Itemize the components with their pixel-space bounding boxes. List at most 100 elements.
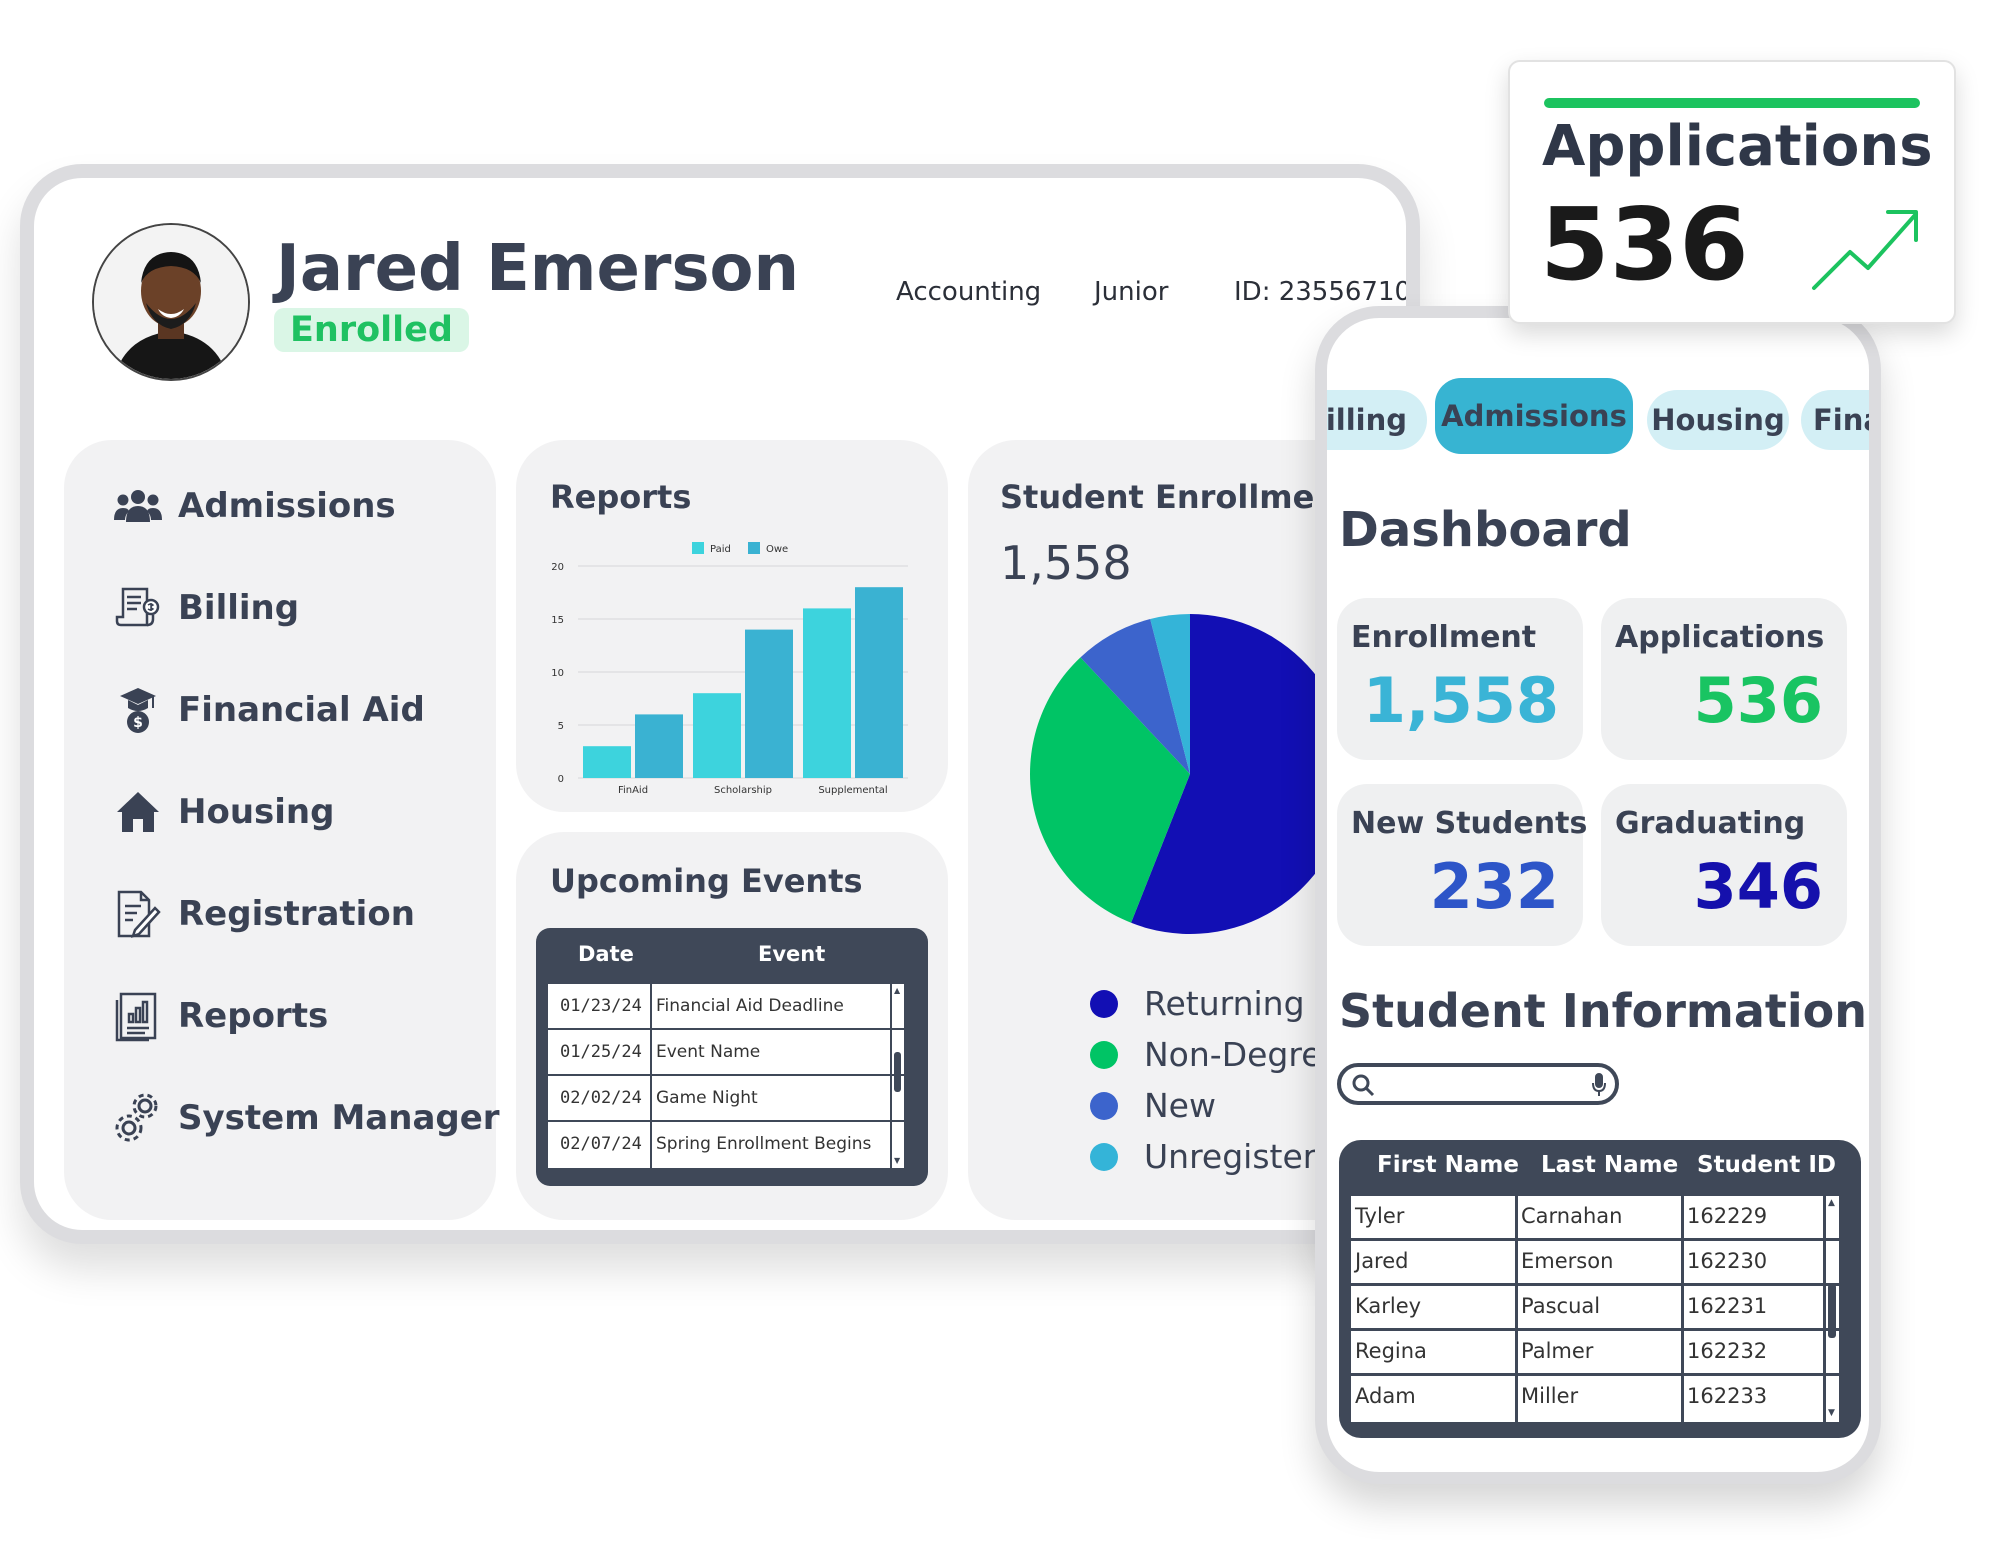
table-row[interactable]: 02/02/24 Game Night [548,1076,904,1122]
table-row[interactable]: Adam Miller 162233 [1351,1376,1839,1421]
stat-label: New Students [1351,806,1588,841]
table-row[interactable]: Tyler Carnahan 162229 [1351,1196,1839,1241]
applications-card[interactable]: Applications 536 [1508,60,1956,324]
scroll-down-icon[interactable]: ▼ [1828,1408,1835,1418]
home-icon [112,788,164,836]
nav-item-system-manager[interactable]: System Manager [112,1090,500,1146]
reports-bar-chart: 0 5 10 15 20 FinAid Scholarship Supplemental Pai… [551,542,908,796]
nav-item-housing[interactable]: Housing [112,784,334,840]
event-date: 02/02/24 [560,1088,642,1108]
phone-frame: Billing Admissions Housing Financial Aid… [1315,306,1881,1484]
y-tick-label: 0 [558,774,564,785]
stat-applications[interactable]: Applications 536 [1601,598,1847,760]
svg-text:$: $ [133,715,143,731]
header-first-name: First Name [1377,1152,1519,1178]
microphone-icon[interactable] [1591,1073,1607,1101]
stat-label: Graduating [1615,806,1806,841]
scroll-up-icon[interactable]: ▲ [1828,1198,1835,1208]
student-name: Jared Emerson [276,232,800,306]
nav-item-registration[interactable]: Registration [112,886,415,942]
header-last-name: Last Name [1541,1152,1679,1178]
enrollment-title: Student Enrollment [1000,478,1353,516]
event-name: Financial Aid Deadline [656,996,844,1016]
events-table-body: 01/23/24 Financial Aid Deadline 01/25/24… [548,984,904,1168]
nav-label-reports: Reports [178,996,329,1036]
tab-admissions[interactable]: Admissions [1435,378,1633,454]
bar-owe [745,629,793,778]
table-row[interactable]: 01/25/24 Event Name [548,1030,904,1076]
events-header-event: Event [758,942,826,966]
legend-swatch [748,542,760,554]
column-divider [1515,1196,1518,1422]
report-chart-icon [112,992,164,1042]
header-student-id: Student ID [1697,1152,1837,1178]
event-date: 01/23/24 [560,996,642,1016]
stat-label: Applications [1615,620,1825,655]
scroll-down-icon[interactable]: ▼ [894,1156,901,1165]
last-name-cell: Palmer [1521,1339,1594,1363]
stat-label: Enrollment [1351,620,1537,655]
stat-enrollment[interactable]: Enrollment 1,558 [1337,598,1583,760]
tab-housing[interactable]: Housing [1647,390,1789,450]
stat-value: 232 [1429,850,1559,923]
desktop-window: Jared Emerson Enrolled Accounting Junior… [20,164,1420,1244]
users-icon [112,482,164,530]
search-input[interactable] [1383,1070,1577,1100]
bar-owe [855,587,903,778]
applications-value: 536 [1540,186,1749,303]
first-name-cell: Tyler [1355,1204,1405,1228]
event-name: Event Name [656,1042,761,1062]
y-tick-label: 15 [551,615,564,626]
tab-label: Housing [1651,403,1785,437]
graduate-money-icon: $ [112,686,164,734]
reports-card: Reports 0 5 10 15 20 FinAid Scholarship Supplem… [516,440,948,812]
legend-dot [1090,1041,1118,1069]
first-name-cell: Regina [1355,1339,1427,1363]
form-pencil-icon [112,890,164,938]
last-name-cell: Pascual [1521,1294,1601,1318]
students-scrollbar[interactable] [1828,1284,1836,1338]
nav-item-billing[interactable]: Billing [112,580,299,636]
x-tick-label: FinAid [618,785,648,796]
event-date: 02/07/24 [560,1134,642,1154]
scroll-up-icon[interactable]: ▲ [894,986,901,995]
year-label: Junior [1094,277,1169,307]
event-name: Spring Enrollment Begins [656,1134,872,1154]
pie-slice-returning [1131,614,1350,934]
navigation-card: Admissions Billing $ Financial Aid Housi… [64,440,500,1220]
y-tick-label: 5 [558,721,564,732]
column-divider [1681,1196,1684,1422]
tab-billing[interactable]: Billing [1327,390,1427,450]
nav-label-billing: Billing [178,588,300,628]
pie-slice-unregistered [1150,614,1190,774]
gears-icon [112,1093,164,1142]
event-date: 01/25/24 [560,1042,642,1062]
nav-item-admissions[interactable]: Admissions [112,478,396,534]
table-row[interactable]: 02/07/24 Spring Enrollment Begins [548,1122,904,1168]
applications-title: Applications [1542,114,1933,179]
table-row[interactable]: 01/23/24 Financial Aid Deadline [548,984,904,1030]
bar-paid [693,693,741,778]
event-name: Game Night [656,1088,758,1108]
table-row[interactable]: Jared Emerson 162230 [1351,1241,1839,1286]
nav-label-registration: Registration [178,894,415,934]
stat-graduating[interactable]: Graduating 346 [1601,784,1847,946]
legend-label: Owe [766,544,788,555]
nav-label-housing: Housing [178,792,335,832]
student-id-cell: 162229 [1687,1204,1768,1228]
upcoming-events-card: Upcoming Events Date Event 01/23/24 Fina… [516,832,948,1220]
student-search-field[interactable] [1337,1063,1619,1105]
table-row[interactable]: Karley Pascual 162231 [1351,1286,1839,1331]
column-divider [1823,1196,1826,1422]
stat-new-students[interactable]: New Students 232 [1337,784,1587,946]
major-label: Accounting [896,277,1042,307]
table-row[interactable]: Regina Palmer 162232 [1351,1331,1839,1376]
nav-item-reports[interactable]: Reports [112,988,328,1044]
tab-financial-aid[interactable]: Financial Aid [1801,390,1869,450]
last-name-cell: Carnahan [1521,1204,1623,1228]
legend-dot [1090,1143,1118,1171]
nav-item-financial-aid[interactable]: $ Financial Aid [112,682,425,738]
nav-label-financial-aid: Financial Aid [178,690,425,730]
accent-bar [1544,98,1920,108]
events-scrollbar[interactable] [894,1052,901,1092]
